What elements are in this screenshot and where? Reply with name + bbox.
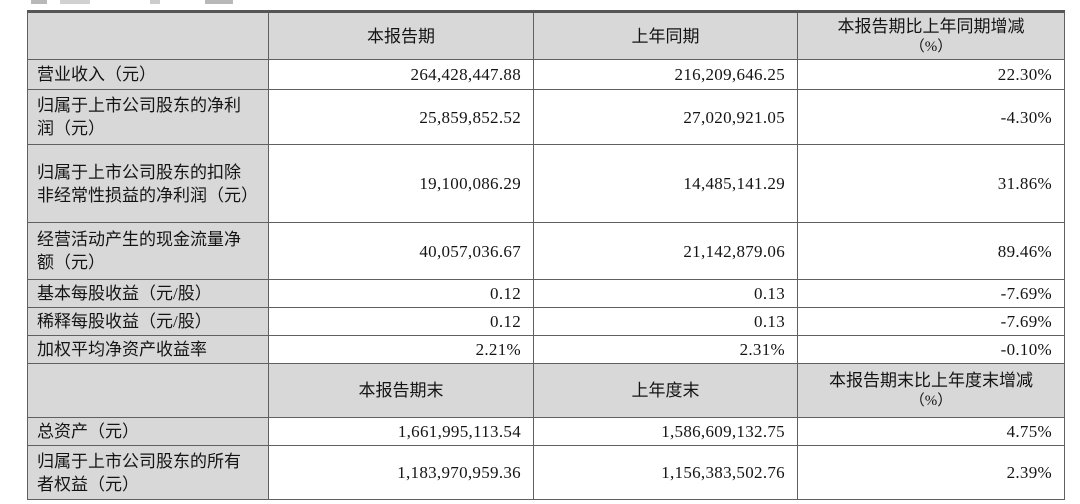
- table-row: 营业收入（元） 264,428,447.88 216,209,646.25 22…: [27, 59, 1065, 90]
- value-current: 25,859,852.52: [268, 89, 534, 145]
- table-row: 归属于上市公司股东的净利润（元） 25,859,852.52 27,020,92…: [27, 89, 1065, 145]
- header-empty-cell: [27, 11, 269, 60]
- header-period-end-change: 本报告期末比上年度末增减 （%）: [797, 363, 1065, 418]
- table-row: 经营活动产生的现金流量净额（元） 40,057,036.67 21,142,87…: [27, 222, 1065, 280]
- value-prior: 27,020,921.05: [533, 89, 798, 145]
- header-prior-period: 上年同期: [533, 11, 798, 60]
- row-label: 稀释每股收益（元/股）: [27, 307, 269, 336]
- header-prior-year-end: 上年度末: [533, 363, 798, 418]
- value-change: -7.69%: [797, 279, 1065, 308]
- value-prior: 216,209,646.25: [533, 59, 798, 90]
- value-current: 40,057,036.67: [268, 222, 534, 280]
- clipped-text-fragment: [205, 0, 233, 4]
- header-period-change: 本报告期比上年同期增减 （%）: [797, 11, 1065, 60]
- value-current: 2.21%: [268, 335, 534, 364]
- value-prior: 21,142,879.06: [533, 222, 798, 280]
- row-label: 归属于上市公司股东的所有者权益（元）: [27, 445, 269, 500]
- clipped-text-fragment: [60, 0, 90, 4]
- header-current-period: 本报告期: [268, 11, 534, 60]
- value-prior: 0.13: [533, 307, 798, 336]
- row-label: 营业收入（元）: [27, 59, 269, 90]
- table-row: 稀释每股收益（元/股） 0.12 0.13 -7.69%: [27, 307, 1065, 336]
- header-current-period-end: 本报告期末: [268, 363, 534, 418]
- value-current: 0.12: [268, 279, 534, 308]
- value-current: 0.12: [268, 307, 534, 336]
- value-change: 4.75%: [797, 417, 1065, 446]
- value-current: 1,661,995,113.54: [268, 417, 534, 446]
- clipped-text-fragment: [150, 0, 160, 4]
- value-prior: 2.31%: [533, 335, 798, 364]
- row-label: 基本每股收益（元/股）: [27, 279, 269, 308]
- value-prior: 1,586,609,132.75: [533, 417, 798, 446]
- value-change: -0.10%: [797, 335, 1065, 364]
- header-period-end-change-line2: （%）: [909, 393, 953, 409]
- value-current: 1,183,970,959.36: [268, 445, 534, 500]
- table-header-row-period-end: 本报告期末 上年度末 本报告期末比上年度末增减 （%）: [27, 363, 1065, 418]
- row-label: 加权平均净资产收益率: [27, 335, 269, 364]
- header-empty-cell: [27, 363, 269, 418]
- value-current: 19,100,086.29: [268, 144, 534, 223]
- value-change: 2.39%: [797, 445, 1065, 500]
- header-period-end-change-line1: 本报告期末比上年度末增减: [829, 371, 1033, 390]
- header-period-change-line2: （%）: [909, 38, 953, 55]
- table-row: 基本每股收益（元/股） 0.12 0.13 -7.69%: [27, 279, 1065, 308]
- row-label: 总资产（元）: [27, 417, 269, 446]
- clipped-text-fragment: [31, 0, 47, 4]
- row-label: 归属于上市公司股东的扣除非经常性损益的净利润（元）: [27, 144, 269, 223]
- header-period-change-line1: 本报告期比上年同期增减: [837, 16, 1025, 36]
- key-financials-table: 本报告期 上年同期 本报告期比上年同期增减 （%） 营业收入（元） 264,42…: [27, 10, 1065, 500]
- table-row: 加权平均净资产收益率 2.21% 2.31% -0.10%: [27, 335, 1065, 364]
- row-label: 经营活动产生的现金流量净额（元）: [27, 222, 269, 280]
- row-label: 归属于上市公司股东的净利润（元）: [27, 89, 269, 145]
- table-row: 总资产（元） 1,661,995,113.54 1,586,609,132.75…: [27, 417, 1065, 446]
- value-current: 264,428,447.88: [268, 59, 534, 90]
- table-header-row-period: 本报告期 上年同期 本报告期比上年同期增减 （%）: [27, 11, 1065, 60]
- value-change: 31.86%: [797, 144, 1065, 223]
- value-change: -7.69%: [797, 307, 1065, 336]
- value-prior: 14,485,141.29: [533, 144, 798, 223]
- table-row: 归属于上市公司股东的所有者权益（元） 1,183,970,959.36 1,15…: [27, 445, 1065, 500]
- value-change: 22.30%: [797, 59, 1065, 90]
- value-prior: 0.13: [533, 279, 798, 308]
- table-row: 归属于上市公司股东的扣除非经常性损益的净利润（元） 19,100,086.29 …: [27, 144, 1065, 223]
- value-prior: 1,156,383,502.76: [533, 445, 798, 500]
- value-change: -4.30%: [797, 89, 1065, 145]
- value-change: 89.46%: [797, 222, 1065, 280]
